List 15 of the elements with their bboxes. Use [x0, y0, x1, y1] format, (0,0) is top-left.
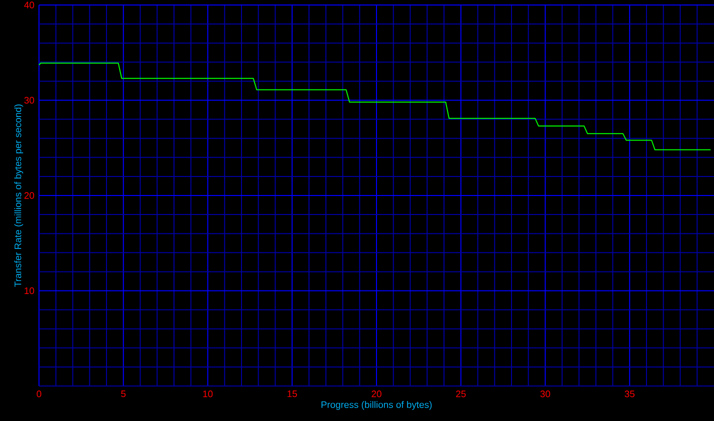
x-tick-label: 5	[121, 390, 126, 398]
y-tick-label: 40	[24, 2, 34, 8]
x-tick-label: 35	[624, 390, 634, 398]
y-tick-label: 20	[24, 192, 34, 199]
y-tick-label: 10	[24, 287, 34, 294]
x-tick-label: 15	[288, 390, 297, 398]
x-tick-label: 20	[372, 390, 382, 398]
x-tick-label: 25	[456, 390, 466, 398]
x-axis-title: Progress (billions of bytes)	[322, 401, 432, 410]
x-tick-label: 10	[203, 390, 213, 398]
line-series	[38, 62, 712, 150]
x-tick-label: 0	[36, 390, 42, 398]
y-axis-title: Transfer Rate (millions of bytes per second)	[14, 104, 24, 287]
y-tick-label: 30	[24, 96, 34, 104]
x-tick-label: 30	[540, 390, 550, 398]
